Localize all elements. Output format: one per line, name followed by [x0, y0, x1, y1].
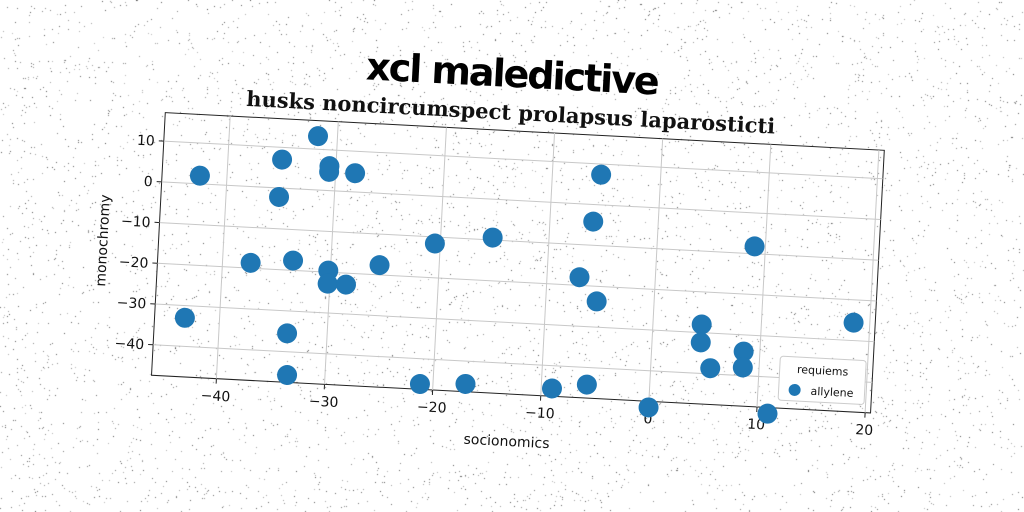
grid-line-x: [648, 138, 664, 402]
scatter-point: [733, 341, 754, 362]
scatter-point: [272, 149, 293, 170]
scatter-point: [732, 357, 753, 378]
legend-marker: [788, 383, 801, 396]
grid-line-y: [159, 222, 879, 261]
scatter-point: [424, 233, 445, 254]
legend: requiems allylene: [777, 355, 867, 405]
scatter-point: [336, 274, 357, 295]
scatter-point: [409, 374, 430, 395]
grid-line-y: [157, 262, 877, 302]
y-tick-label: 0: [143, 174, 153, 190]
scatter-point: [369, 255, 390, 276]
scatter-point: [345, 163, 366, 184]
x-tick-label: 20: [855, 422, 874, 439]
x-tick-label: −10: [525, 405, 555, 423]
scatter-point: [591, 164, 612, 185]
scatter-point: [757, 403, 778, 424]
scatter-point: [700, 358, 721, 379]
scatter-point: [269, 186, 290, 207]
y-ticks: −40 −30 −20 −10 0 10: [114, 133, 164, 354]
x-tick-label: 0: [643, 411, 653, 427]
scatter-point: [174, 307, 195, 328]
scatter-point: [277, 365, 298, 386]
scatter-point: [541, 378, 562, 399]
grid-line-y: [161, 181, 881, 221]
grid-line-y: [153, 344, 873, 383]
scatter-point: [638, 397, 659, 418]
grid: [153, 115, 883, 413]
y-tick-label: −30: [116, 295, 146, 313]
scatter-point: [319, 161, 340, 182]
x-tick-label: −20: [417, 399, 447, 417]
scatter-point: [283, 250, 304, 271]
grid-line-y: [155, 303, 875, 343]
legend-title: requiems: [797, 363, 849, 379]
scatter-point: [843, 312, 864, 333]
y-tick-label: −10: [121, 214, 151, 232]
y-tick-label: −40: [114, 336, 144, 354]
x-axis-label: socionomics: [463, 432, 550, 452]
y-axis-label: monochromy: [93, 194, 114, 287]
scatter-point: [583, 211, 604, 232]
x-ticks: −40 −30 −20 −10 0 10 20: [200, 378, 874, 439]
scatter-point: [576, 374, 597, 395]
grid-line-x: [432, 127, 447, 391]
legend-box: [777, 355, 867, 405]
y-tick-label: −20: [118, 254, 148, 272]
scatter-point: [569, 267, 590, 288]
scatter-point: [189, 165, 210, 186]
grid-line-x: [540, 132, 556, 396]
scatter-point: [586, 291, 607, 312]
y-tick-label: 10: [137, 133, 156, 150]
plot-group: husks noncircumspect prolapsus laparosti…: [93, 86, 885, 452]
scatter-point: [690, 332, 711, 353]
scatter-point: [240, 252, 261, 273]
scatter-point: [317, 273, 338, 294]
plot-frame: [150, 112, 885, 414]
data-points: [174, 126, 864, 424]
x-tick-label: −40: [200, 388, 230, 406]
grid-line-x: [215, 115, 231, 379]
grid-line-y: [163, 140, 883, 180]
x-tick-label: −30: [308, 394, 338, 412]
legend-series-label: allylene: [810, 385, 854, 400]
scatter-point: [744, 236, 765, 257]
grid-line-x: [756, 144, 772, 408]
scatter-point: [308, 126, 329, 147]
grid-line-x: [864, 149, 880, 413]
scatter-point: [482, 227, 503, 248]
scatter-point: [455, 373, 476, 394]
scatter-point: [277, 323, 298, 344]
scatter-point: [691, 314, 712, 335]
